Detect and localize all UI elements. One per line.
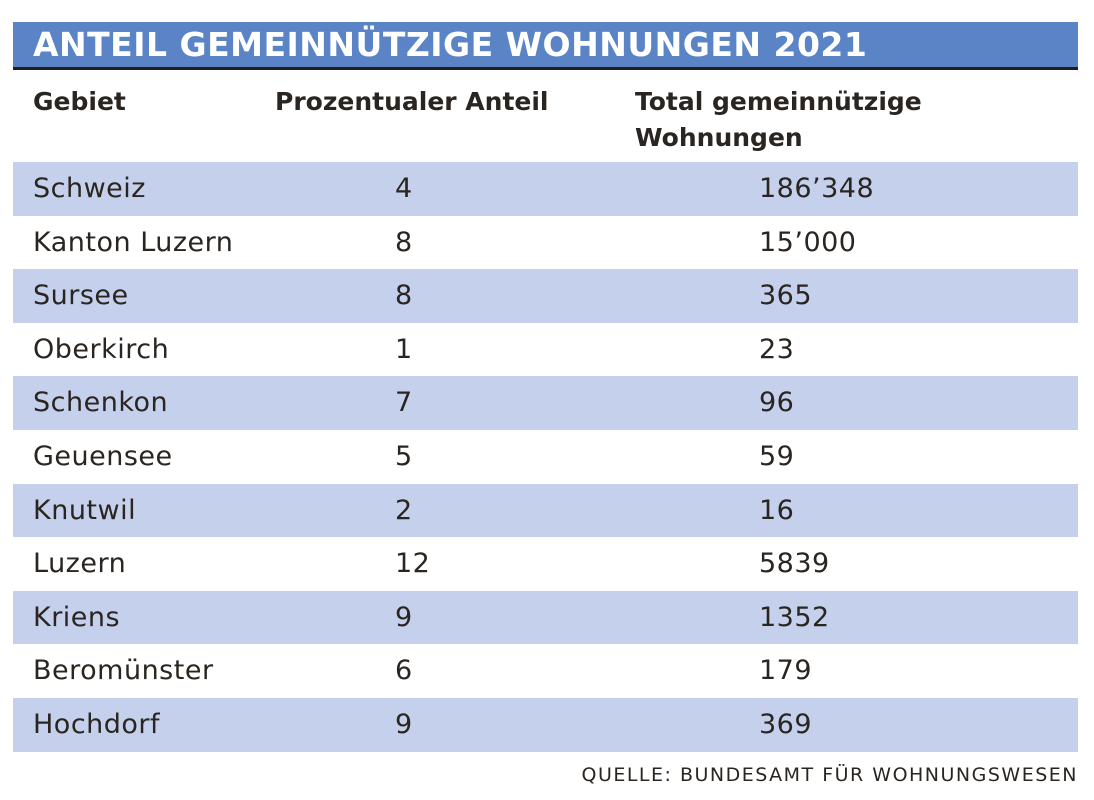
- cell-total: 365: [759, 280, 813, 312]
- cell-total: 16: [759, 494, 795, 526]
- cell-total: 96: [759, 387, 795, 419]
- cell-anteil: 12: [395, 548, 431, 580]
- cell-gebiet: Hochdorf: [33, 708, 161, 740]
- table-row: Geuensee 5 59: [13, 430, 1078, 484]
- cell-anteil: 6: [395, 655, 413, 687]
- table-row: Hochdorf 9 369: [13, 697, 1078, 752]
- column-header-total-line1: Total gemeinnützige: [635, 87, 922, 116]
- cell-total: 186’348: [759, 173, 875, 204]
- cell-total: 59: [759, 440, 795, 472]
- table-row: Schweiz 4 186’348: [13, 162, 1078, 216]
- cell-anteil: 2: [395, 494, 413, 526]
- cell-anteil: 8: [395, 280, 413, 312]
- page-title: ANTEIL GEMEINNÜTZIGE WOHNUNGEN 2021: [33, 25, 868, 64]
- table-row: Kanton Luzern 8 15’000: [13, 216, 1078, 270]
- cell-total: 369: [759, 708, 813, 740]
- column-header-anteil: Prozentualer Anteil: [275, 87, 549, 116]
- table-row: Luzern 12 5839: [13, 537, 1078, 591]
- table-row: Knutwil 2 16: [13, 483, 1078, 538]
- source-note: QUELLE: BUNDESAMT FÜR WOHNUNGSWESEN: [581, 764, 1078, 786]
- cell-total: 179: [759, 655, 813, 687]
- cell-total: 23: [759, 333, 795, 365]
- table-row: Sursee 8 365: [13, 269, 1078, 323]
- column-header-total: Total gemeinnützige Wohnungen: [635, 84, 995, 156]
- table-body: Schweiz 4 186’348 Kanton Luzern 8 15’000…: [13, 162, 1078, 752]
- column-header-total-line2: Wohnungen: [635, 123, 803, 152]
- cell-gebiet: Beromünster: [33, 655, 214, 687]
- cell-anteil: 9: [395, 708, 413, 740]
- title-bar: ANTEIL GEMEINNÜTZIGE WOHNUNGEN 2021: [13, 22, 1078, 70]
- cell-anteil: 4: [395, 173, 413, 204]
- table-row: Beromünster 6 179: [13, 644, 1078, 698]
- cell-total: 5839: [759, 548, 830, 580]
- cell-gebiet: Oberkirch: [33, 333, 170, 365]
- table-row: Oberkirch 1 23: [13, 323, 1078, 377]
- cell-anteil: 5: [395, 440, 413, 472]
- cell-gebiet: Schweiz: [33, 173, 146, 204]
- table-row: Schenkon 7 96: [13, 376, 1078, 430]
- cell-anteil: 8: [395, 226, 413, 258]
- cell-gebiet: Knutwil: [33, 494, 137, 526]
- column-header-gebiet: Gebiet: [33, 87, 126, 116]
- cell-total: 15’000: [759, 226, 857, 258]
- cell-gebiet: Sursee: [33, 280, 129, 312]
- table-row: Kriens 9 1352: [13, 590, 1078, 645]
- cell-gebiet: Kanton Luzern: [33, 226, 234, 258]
- cell-anteil: 9: [395, 601, 413, 633]
- cell-gebiet: Schenkon: [33, 387, 169, 419]
- table-header: Gebiet Prozentualer Anteil Total gemeinn…: [13, 80, 1078, 160]
- cell-total: 1352: [759, 601, 830, 633]
- cell-gebiet: Geuensee: [33, 440, 173, 472]
- cell-gebiet: Kriens: [33, 601, 121, 633]
- cell-gebiet: Luzern: [33, 548, 127, 580]
- cell-anteil: 7: [395, 387, 413, 419]
- cell-anteil: 1: [395, 333, 413, 365]
